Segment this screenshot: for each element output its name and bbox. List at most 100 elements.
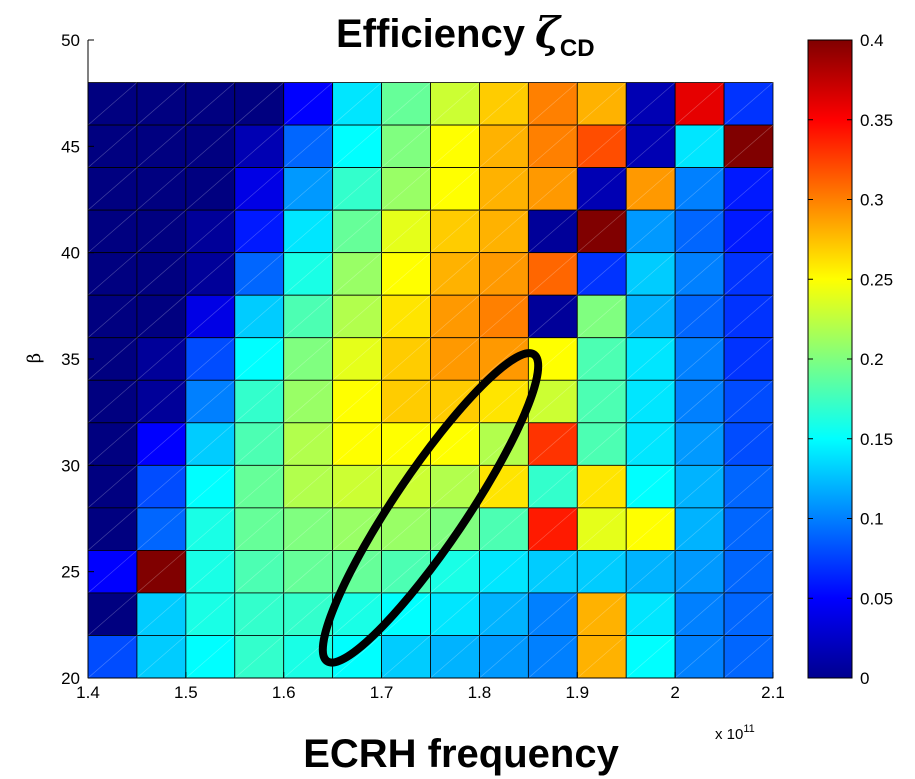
- heatmap-cell: [576, 167, 627, 211]
- heatmap-cell: [625, 294, 676, 339]
- cell-diagonal: [430, 209, 480, 253]
- cell-diagonal: [723, 380, 773, 424]
- cell-diagonal: [577, 209, 627, 253]
- cell-diagonal: [577, 507, 627, 551]
- cell-diagonal: [136, 422, 187, 466]
- cell-diagonal: [430, 337, 480, 381]
- heatmap-cell: [430, 209, 480, 254]
- x-tick-label: 1.4: [76, 683, 100, 702]
- cell-diagonal: [528, 252, 578, 296]
- heatmap-cell: [527, 550, 578, 594]
- colorbar-tick-label: 0.3: [860, 191, 884, 210]
- heatmap-cell: [87, 167, 138, 211]
- cell-diagonal: [723, 252, 773, 296]
- cell-diagonal: [625, 124, 676, 168]
- heatmap-cell: [625, 252, 676, 296]
- cell-diagonal: [136, 167, 187, 211]
- cell-diagonal: [674, 252, 725, 296]
- heatmap-cell: [283, 252, 334, 296]
- cell-diagonal: [381, 422, 431, 466]
- cell-diagonal: [528, 380, 578, 424]
- cell-diagonal: [625, 252, 676, 296]
- cell-diagonal: [88, 550, 138, 594]
- cell-diagonal: [723, 167, 773, 211]
- y-tick-label: 25: [61, 563, 80, 582]
- cell-diagonal: [88, 422, 138, 466]
- cell-diagonal: [625, 294, 676, 338]
- cell-diagonal: [430, 82, 480, 126]
- cell-diagonal: [136, 252, 187, 296]
- cell-diagonal: [625, 167, 676, 211]
- cell-diagonal: [430, 294, 480, 338]
- heatmap-cell: [234, 124, 285, 168]
- cell-diagonal: [723, 507, 773, 551]
- heatmap-cell: [283, 209, 334, 254]
- heatmap-cell: [136, 294, 187, 339]
- cell-diagonal: [185, 507, 236, 551]
- cell-diagonal: [381, 167, 431, 211]
- x-axis-label: ECRH frequency: [303, 732, 619, 776]
- colorbar-tick-label: 0.4: [860, 31, 884, 50]
- cell-diagonal: [88, 209, 138, 253]
- cell-diagonal: [136, 294, 187, 338]
- cell-diagonal: [479, 507, 529, 551]
- x-axis-ticks: 1.4 1.5 1.6 1.7 1.8 1.9 2 2.1: [76, 672, 785, 702]
- heatmap-cell: [625, 209, 676, 254]
- cell-diagonal: [136, 465, 187, 509]
- y-tick-label: 40: [61, 244, 80, 263]
- heatmap-cell: [381, 379, 431, 424]
- cell-diagonal: [479, 635, 529, 678]
- chart-title: Efficiency ζCD: [336, 8, 595, 62]
- cell-diagonal: [625, 209, 676, 253]
- cell-diagonal: [332, 209, 382, 253]
- cell-diagonal: [185, 82, 236, 126]
- cell-diagonal: [528, 592, 578, 636]
- ellipse-annotation-group: [318, 349, 543, 667]
- heatmap-cell: [723, 592, 774, 636]
- cell-diagonal: [185, 294, 236, 338]
- heatmap-cell: [479, 635, 529, 679]
- heatmap-cell: [723, 550, 774, 594]
- cell-diagonal: [723, 422, 773, 466]
- heatmap-cell: [283, 379, 334, 424]
- cell-diagonal: [234, 124, 284, 168]
- heatmap-cell: [136, 464, 187, 509]
- cell-diagonal: [185, 465, 236, 509]
- cell-diagonal: [332, 465, 382, 509]
- cell-diagonal: [234, 252, 284, 296]
- cell-diagonal: [332, 635, 382, 678]
- cell-diagonal: [332, 422, 382, 466]
- cell-diagonal: [332, 82, 382, 126]
- colorbar-tick-label: 0.05: [860, 589, 893, 608]
- cell-diagonal: [528, 82, 578, 126]
- cell-diagonal: [674, 465, 725, 509]
- heatmap-cell: [527, 592, 578, 636]
- cell-diagonal: [674, 82, 725, 126]
- heatmap-cell: [332, 464, 382, 509]
- cell-diagonal: [528, 167, 578, 211]
- heatmap-cell: [283, 124, 334, 168]
- heatmap-cell: [234, 337, 285, 381]
- heatmap-cell: [234, 294, 285, 339]
- cell-diagonal: [185, 592, 236, 636]
- cell-diagonal: [185, 209, 236, 253]
- heatmap-cell: [136, 379, 187, 424]
- cell-diagonal: [283, 380, 333, 424]
- colorbar: [807, 39, 853, 679]
- heatmap-cell: [527, 82, 578, 126]
- heatmap-cell: [332, 82, 382, 126]
- heatmap-cell: [381, 635, 431, 679]
- cell-diagonal: [479, 82, 529, 126]
- heatmap-cell: [625, 550, 676, 594]
- cell-diagonal: [185, 550, 236, 594]
- cell-diagonal: [283, 167, 333, 211]
- cell-diagonal: [381, 337, 431, 381]
- cell-diagonal: [381, 294, 431, 338]
- heatmap-cell: [625, 167, 676, 211]
- cell-diagonal: [528, 635, 578, 678]
- cell-diagonal: [625, 550, 676, 594]
- cell-diagonal: [723, 337, 773, 381]
- heatmap-cell: [723, 379, 774, 424]
- heatmap-cell: [479, 209, 529, 254]
- cell-diagonal: [577, 422, 627, 466]
